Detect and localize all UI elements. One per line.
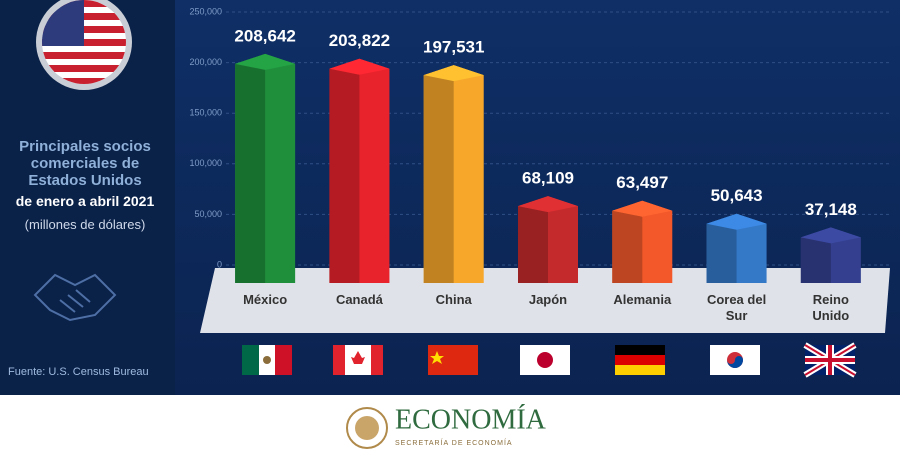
bar-bevel — [800, 227, 861, 244]
y-tick-label: 250,000 — [189, 6, 222, 16]
bar-shade — [518, 196, 548, 283]
emblem-center — [355, 416, 379, 440]
subtitle: de enero a abril 2021 — [15, 193, 155, 209]
unit-note: (millones de dólares) — [24, 217, 146, 232]
value-label: 50,643 — [711, 186, 763, 205]
bar-shade — [235, 53, 266, 284]
x-tick-label: Reino Unido — [812, 292, 850, 323]
source: Fuente: U.S. Census Bureau — [8, 366, 149, 378]
value-label: 37,148 — [805, 200, 857, 219]
us-flag-badge — [36, 0, 132, 90]
value-label: 197,531 — [423, 38, 484, 57]
brand: ECONOMÍA — [395, 404, 547, 435]
value-label: 63,497 — [616, 173, 668, 192]
emblem — [346, 407, 388, 449]
x-tick-label: Alemania — [613, 292, 672, 307]
value-label: 68,109 — [522, 169, 574, 188]
agency: SECRETARÍA DE ECONOMÍA — [395, 438, 513, 447]
x-tick-label: Japón — [528, 292, 568, 307]
bar-bevel — [423, 65, 484, 82]
x-tick-label: Corea del Sur — [706, 292, 767, 323]
y-tick-label: 0 — [217, 259, 222, 269]
bar-bevel — [706, 213, 767, 230]
y-tick-label: 150,000 — [189, 108, 222, 118]
handshake-icon — [33, 273, 117, 322]
chart-title: Principales socios comerciales de Estado… — [19, 138, 151, 189]
y-tick-label: 200,000 — [189, 57, 222, 67]
flags — [242, 342, 857, 378]
bar-bevel — [329, 58, 390, 75]
bar-bevel — [518, 196, 578, 213]
y-tick-label: 100,000 — [189, 158, 222, 168]
bar-bevel — [235, 53, 296, 70]
bar-bevel — [612, 200, 673, 217]
y-tick-label: 50,000 — [194, 209, 222, 219]
x-tick-label: Canadá — [335, 292, 383, 307]
bar-shade — [329, 58, 360, 284]
bar-shade — [423, 65, 454, 283]
value-label: 203,822 — [329, 31, 390, 50]
bar-shade — [706, 213, 737, 283]
bar-shade — [612, 200, 643, 283]
x-tick-label: China — [435, 292, 472, 307]
value-label: 208,642 — [234, 26, 295, 45]
x-tick-label: México — [243, 292, 288, 307]
platform — [200, 268, 890, 333]
